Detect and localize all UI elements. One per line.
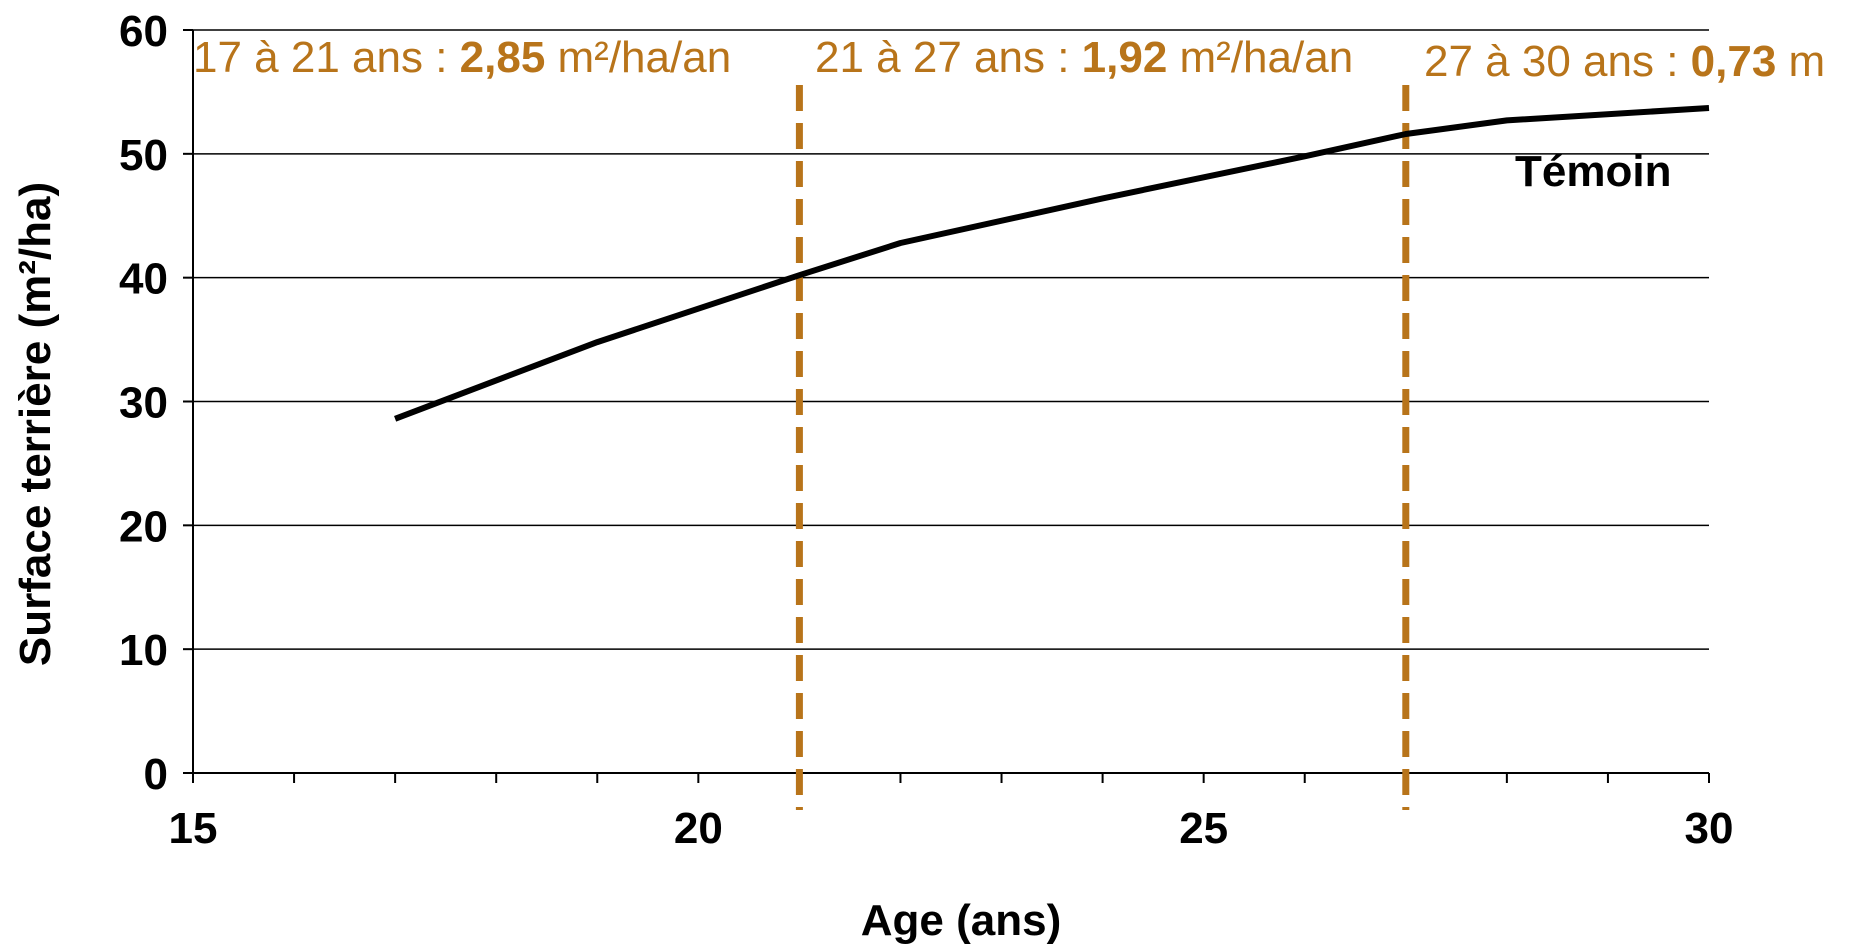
y-tick-label: 40 [119, 255, 168, 304]
series-line [394, 105, 1710, 422]
annotation-period: 17 à 21 ans : [193, 33, 460, 82]
y-tick-label: 60 [119, 7, 168, 56]
annotation-value: 0,73 [1691, 37, 1777, 86]
y-axis-title: Surface terrière (m²/ha) [11, 182, 60, 666]
period-dividers [795, 85, 1410, 810]
axes [183, 29, 1710, 783]
period-annotation: 17 à 21 ans : 2,85 m²/ha/an [193, 33, 731, 82]
period-annotations: 17 à 21 ans : 2,85 m²/ha/an 21 à 27 ans :… [193, 33, 1825, 86]
x-tick-label: 30 [1685, 804, 1734, 853]
period-annotation: 21 à 27 ans : 1,92 m²/ha/an [815, 33, 1353, 82]
y-tick-label: 20 [119, 502, 168, 551]
y-tick-label: 0 [144, 750, 168, 799]
y-tick-label: 10 [119, 626, 168, 675]
x-tick-label: 25 [1179, 804, 1228, 853]
annotation-period: 27 à 30 ans : [1424, 37, 1691, 86]
annotation-unit: m [1776, 37, 1825, 86]
y-tick-label: 30 [119, 379, 168, 428]
series-label: Témoin [1515, 147, 1671, 196]
y-tick-label: 50 [119, 131, 168, 180]
x-axis-title: Age (ans) [861, 896, 1061, 945]
period-annotation: 27 à 30 ans : 0,73 m [1424, 37, 1825, 86]
annotation-unit: m²/ha/an [545, 33, 731, 82]
annotation-period: 21 à 27 ans : [815, 33, 1082, 82]
annotation-value: 1,92 [1082, 33, 1168, 82]
x-tick-label: 15 [169, 804, 218, 853]
x-tick-label: 20 [674, 804, 723, 853]
tick-labels: 0 10 20 30 40 50 60 15 20 25 30 [119, 7, 1733, 853]
annotation-value: 2,85 [460, 33, 546, 82]
series [394, 105, 1710, 422]
annotation-unit: m²/ha/an [1167, 33, 1353, 82]
